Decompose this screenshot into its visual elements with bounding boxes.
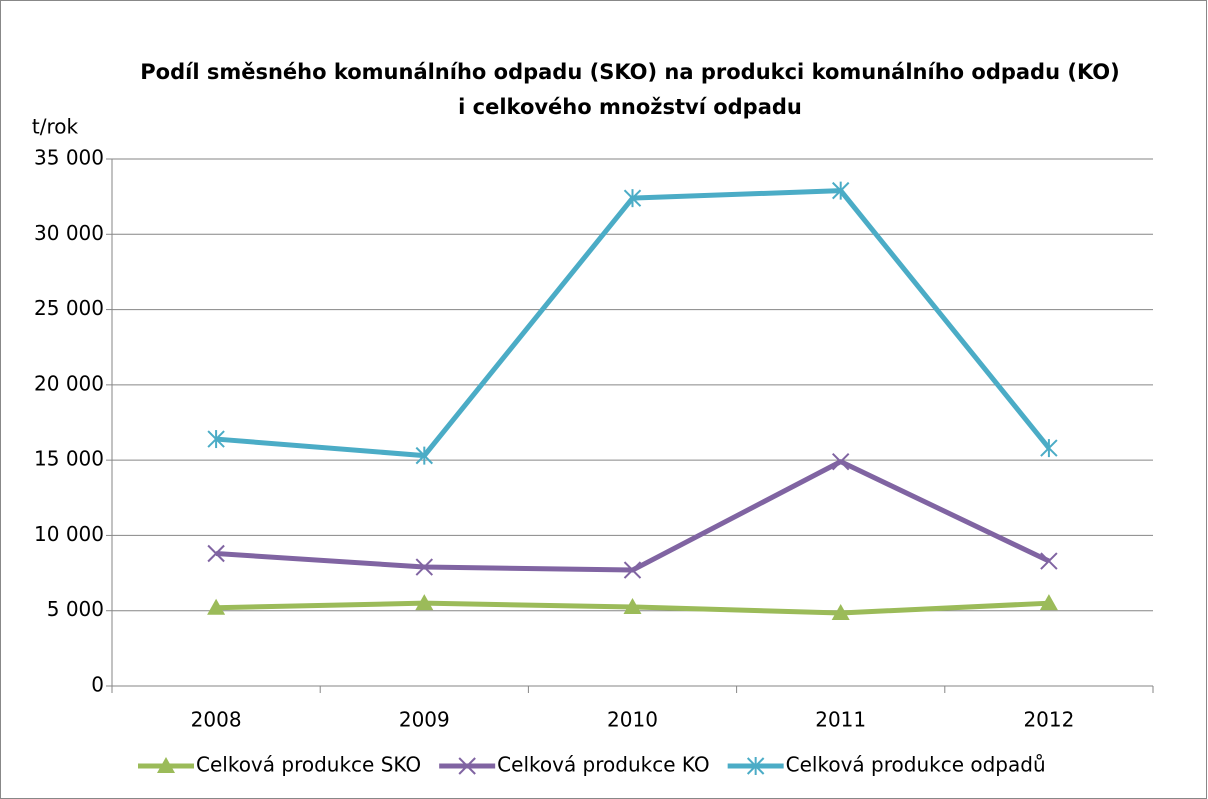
triangle [831,603,850,620]
cross [458,757,476,775]
marker [415,558,434,576]
y-tick-label: 20 000 [34,371,104,395]
marker [157,757,175,773]
cross [1040,552,1058,570]
triangle [207,598,226,615]
marker [415,446,434,465]
marker [831,603,850,620]
x-tick-label: 2009 [399,708,450,732]
y-tick-label: 5 000 [47,597,104,621]
x-tick-label: 2011 [815,708,866,732]
marker [458,757,476,775]
legend-label: Celková produkce KO [497,753,709,777]
legend-label: Celková produkce odpadů [786,753,1046,777]
marker [207,544,225,563]
marker [1039,594,1058,611]
cross [207,544,225,563]
triangle [157,757,175,773]
marker [746,757,765,775]
triangle [1039,594,1058,611]
marker [623,597,642,614]
marker [1040,552,1058,570]
legend-label: Celková produkce SKO [196,753,421,777]
y-axis-label: t/rok [32,115,79,139]
marker [207,598,226,615]
cross [623,561,642,579]
chart-title: i celkového množství odpadu [458,95,802,119]
cross [415,558,434,576]
marker [623,189,642,208]
marker [831,181,850,200]
x-tick-label: 2012 [1023,708,1074,732]
marker [623,561,642,579]
cross [831,452,850,471]
y-tick-label: 30 000 [34,221,104,245]
marker [207,430,225,449]
marker [831,452,850,471]
marker [415,594,434,611]
triangle [623,597,642,614]
triangle [415,594,434,611]
y-tick-label: 25 000 [34,296,104,320]
y-tick-label: 10 000 [34,522,104,546]
y-tick-label: 0 [91,673,104,697]
x-tick-label: 2008 [191,708,242,732]
marker [1040,439,1058,458]
x-tick-label: 2010 [607,708,658,732]
y-tick-label: 35 000 [34,146,104,170]
chart-title: Podíl směsného komunálního odpadu (SKO) … [140,60,1119,84]
y-tick-label: 15 000 [34,447,104,471]
